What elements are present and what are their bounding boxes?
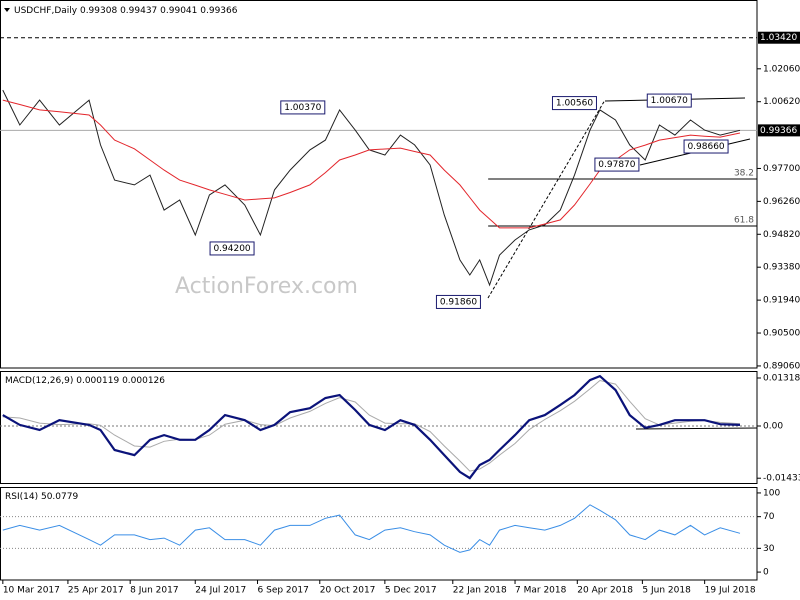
y-tick-label: 30 — [763, 544, 775, 554]
open: 0.99308 — [80, 6, 117, 16]
annotation-label: 1.00670 — [651, 96, 688, 106]
title-text: USDCHF,Daily — [14, 6, 78, 16]
y-tick-label: 1.00620 — [763, 97, 800, 107]
y-tick-label: 1.02060 — [763, 64, 800, 74]
y-tick-label: 0.94820 — [763, 230, 800, 240]
x-tick-label: 20 Oct 2017 — [320, 586, 376, 596]
title: USDCHF,Daily 0.99308 0.99437 0.99041 0.9… — [14, 6, 238, 16]
annotation-box — [683, 139, 729, 154]
y-tick-label: 0.97700 — [763, 164, 800, 174]
low: 0.99041 — [160, 6, 197, 16]
x-tick-label: 6 Sep 2017 — [258, 586, 309, 596]
rsi-panel-border — [0, 487, 758, 581]
x-tick-label: 8 Jun 2017 — [130, 586, 178, 596]
y-tick-label: 0.91940 — [763, 296, 800, 306]
watermark: ActionForex.com — [175, 274, 358, 299]
price-panel-border — [0, 0, 758, 369]
title-icon — [4, 8, 10, 12]
fib-label: 61.8 — [734, 216, 754, 226]
y-tick-label: 0.00 — [763, 422, 783, 432]
annotation-box — [435, 294, 481, 309]
annotation-box — [646, 93, 692, 108]
current-price-label: 0.99366 — [760, 126, 797, 136]
fib-label: 38.2 — [734, 168, 754, 178]
annotation-label: 0.98660 — [687, 142, 724, 152]
series-line — [2, 89, 741, 287]
annotation-label: 1.00560 — [556, 99, 593, 109]
y-tick-label: 0.93380 — [763, 263, 800, 273]
high: 0.99437 — [120, 6, 157, 16]
title-text: MACD(12,26,9) — [5, 376, 73, 386]
signal-value: 0.000126 — [122, 376, 165, 386]
current-price-box — [758, 124, 800, 137]
annotation-label: 0.91860 — [440, 297, 477, 307]
x-tick-label: 20 Apr 2018 — [577, 586, 633, 596]
y-tick-label: 70 — [763, 512, 775, 522]
annotation-box — [209, 241, 255, 256]
y-tick-label: 0.96260 — [763, 197, 800, 207]
x-tick-label: 10 Mar 2017 — [3, 586, 60, 596]
series-line — [2, 379, 741, 472]
y-tick-label: 100 — [763, 488, 780, 498]
annotation-label: 0.94200 — [213, 244, 250, 254]
annotation-box — [551, 96, 597, 111]
y-tick-label: 0 — [763, 568, 769, 578]
price-title: USDCHF,Daily 0.99308 0.99437 0.99041 0.9… — [4, 6, 238, 16]
y-tick-label: 0.013184 — [763, 374, 800, 384]
x-tick-label: 25 Apr 2017 — [68, 586, 124, 596]
y-tick-label: 0.90500 — [763, 329, 800, 339]
x-tick-label: 5 Dec 2017 — [385, 586, 437, 596]
annotation-box — [280, 100, 326, 115]
annotation-box — [594, 157, 640, 172]
x-tick-label: 5 Jun 2018 — [642, 586, 691, 596]
close: 0.99366 — [200, 6, 237, 16]
annotation-label: 0.97870 — [598, 160, 635, 170]
trendline — [635, 427, 758, 430]
level-box — [758, 31, 800, 44]
rsi-title: RSI(14) 50.0779 — [5, 492, 78, 502]
series-line — [2, 374, 741, 480]
macd-title: MACD(12,26,9) 0.000119 0.000126 — [5, 376, 165, 386]
trendline — [487, 99, 606, 299]
y-tick-label: -0.014339 — [763, 474, 800, 484]
title-text: RSI(14) — [5, 492, 38, 502]
macd-value: 0.000119 — [76, 376, 119, 386]
rsi-value: 50.0779 — [41, 492, 78, 502]
y-tick-label: 0.89060 — [763, 361, 800, 371]
x-tick-label: 7 Mar 2018 — [515, 586, 567, 596]
x-tick-label: 19 Jul 2018 — [705, 586, 756, 596]
x-tick-label: 22 Jan 2018 — [453, 586, 507, 596]
x-tick-label: 24 Jul 2017 — [195, 586, 246, 596]
macd-panel-border — [0, 371, 758, 484]
series-line — [2, 504, 741, 553]
annotation-label: 1.00370 — [284, 103, 321, 113]
level-label: 1.03420 — [760, 33, 797, 43]
